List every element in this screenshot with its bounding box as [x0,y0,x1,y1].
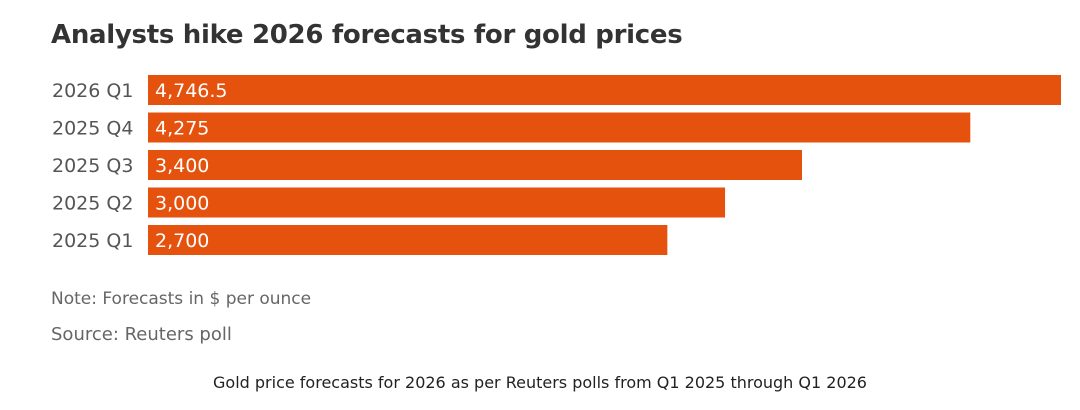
value-label: 3,400 [155,155,209,177]
chart-title: Analysts hike 2026 forecasts for gold pr… [51,20,683,50]
bar-chart: 2026 Q1 4,746.5 2025 Q4 4,275 2025 Q3 3,400 20… [52,75,1061,255]
category-label: 2025 Q3 [52,155,133,177]
chart-note: Note: Forecasts in $ per ounce [51,289,312,309]
category-label: 2026 Q1 [52,80,133,102]
chart-source: Source: Reuters poll [51,324,232,345]
bar [148,75,1061,105]
value-label: 4,746.5 [155,80,228,102]
category-label: 2025 Q1 [52,230,133,252]
category-label: 2025 Q2 [52,193,133,215]
value-label: 2,700 [155,230,209,252]
category-label: 2025 Q4 [52,118,133,140]
bar [148,112,971,143]
chart-caption: Gold price forecasts for 2026 as per Reu… [213,373,867,392]
value-label: 3,000 [155,193,209,215]
value-label: 4,275 [155,118,209,140]
bar [148,187,726,218]
bars-group: 2026 Q1 4,746.5 2025 Q4 4,275 2025 Q3 3,400 20… [52,75,1061,255]
bar [148,225,668,255]
bar [148,150,802,180]
